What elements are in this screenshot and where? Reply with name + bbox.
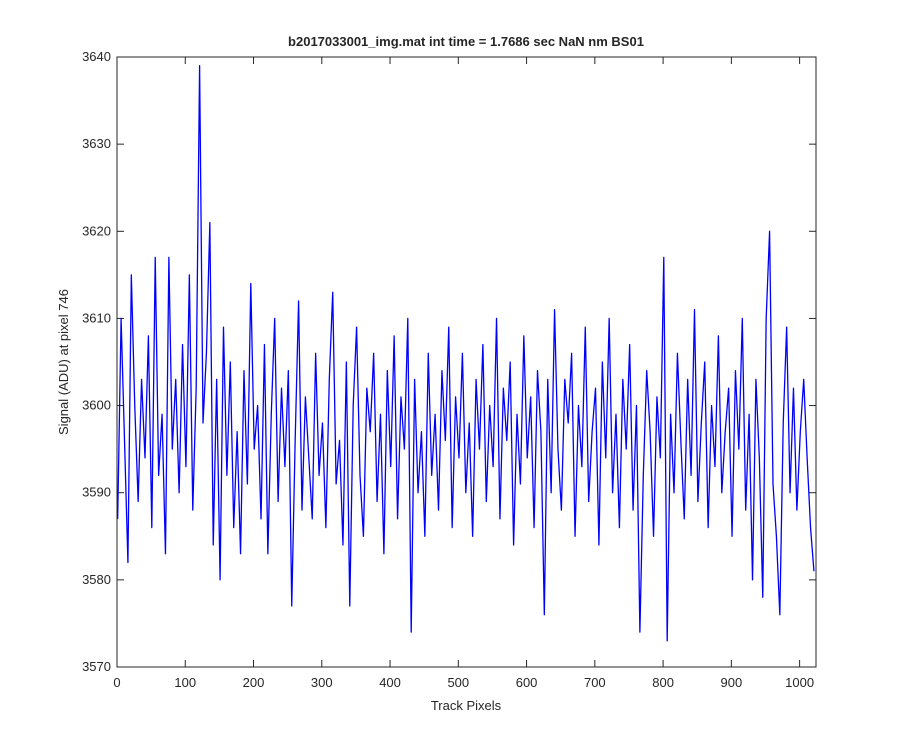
x-tick-label: 1000	[785, 675, 814, 690]
x-tick-label: 100	[174, 675, 196, 690]
chart-title: b2017033001_img.mat int time = 1.7686 se…	[288, 34, 644, 49]
y-tick-label: 3640	[82, 49, 111, 64]
x-axis-label: Track Pixels	[431, 698, 502, 713]
y-tick-label: 3580	[82, 572, 111, 587]
y-axis-label: Signal (ADU) at pixel 746	[56, 289, 71, 435]
y-tick-label: 3610	[82, 310, 111, 325]
x-tick-label: 400	[379, 675, 401, 690]
data-line	[117, 65, 815, 642]
y-tick-label: 3620	[82, 223, 111, 238]
x-tick-label: 700	[584, 675, 606, 690]
axes-box	[116, 56, 817, 668]
y-tick-label: 3570	[82, 659, 111, 674]
x-tick-label: 500	[447, 675, 469, 690]
x-tick-label: 200	[243, 675, 265, 690]
x-tick-label: 800	[652, 675, 674, 690]
x-tick-label: 600	[516, 675, 538, 690]
x-tick-label: 0	[113, 675, 120, 690]
y-tick-label: 3600	[82, 398, 111, 413]
y-tick-label: 3590	[82, 485, 111, 500]
y-tick-label: 3630	[82, 136, 111, 151]
x-tick-label: 900	[721, 675, 743, 690]
x-tick-label: 300	[311, 675, 333, 690]
